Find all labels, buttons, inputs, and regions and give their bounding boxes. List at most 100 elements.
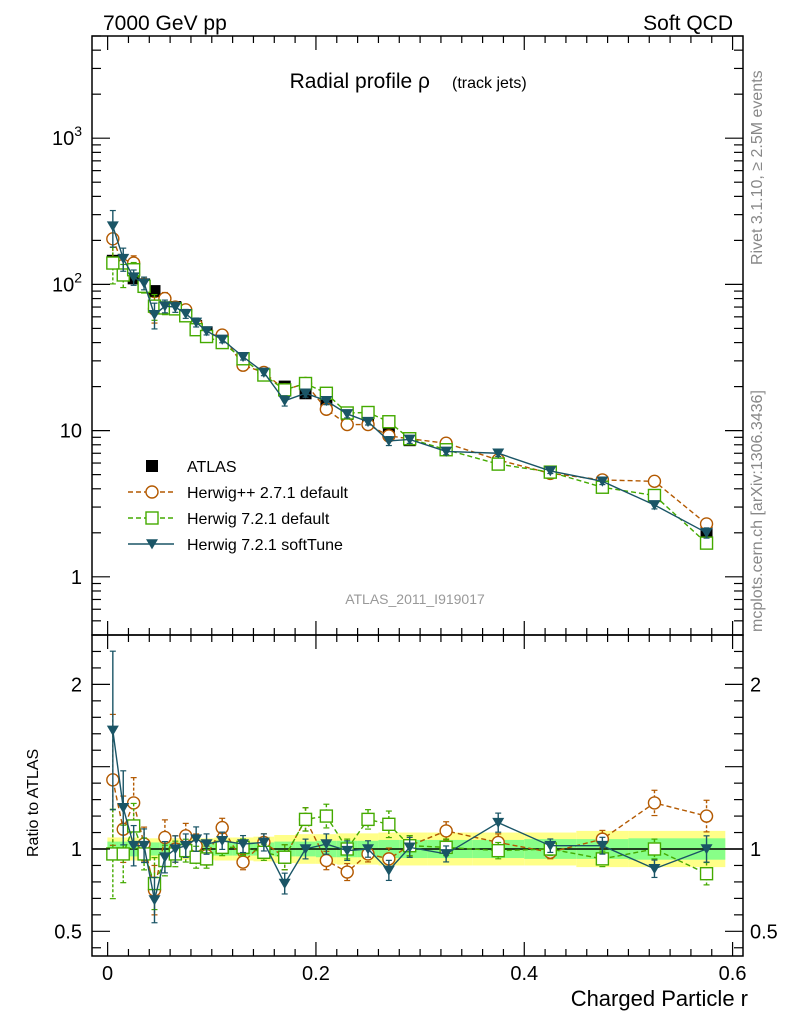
y-tick-label-exponent: 2 (74, 269, 82, 285)
legend-marker (145, 485, 159, 499)
ratio-point-series-2 (596, 840, 609, 852)
ratio-point-series-0 (699, 809, 714, 823)
data-point-series-3 (278, 395, 291, 407)
header-right-label: Soft QCD (643, 12, 733, 35)
ratio-point-series-2 (382, 865, 395, 876)
y-tick-label: 103 (52, 123, 82, 150)
legend-marker (145, 511, 159, 525)
legend: ATLAS Herwig++ 2.7.1 default Herwig 7.2.1 … (128, 459, 349, 554)
legend-entry-label: Herwig++ 2.7.1 default (187, 485, 349, 502)
data-point-series-2 (298, 376, 313, 391)
ratio-point-series-2 (278, 878, 291, 889)
ratio-point-series-2 (106, 725, 119, 736)
data-point-series-1 (340, 417, 354, 432)
ratio-point-series-2 (138, 840, 151, 852)
x-axis-label: Charged Particle r (571, 986, 748, 1011)
data-point-series-3 (200, 326, 213, 337)
data-point-series-3 (148, 309, 161, 321)
ratio-point-series-1 (116, 847, 130, 861)
ratio-point-series-1 (699, 866, 714, 881)
x-tick-label: 0.2 (302, 963, 330, 985)
ratio-point-series-2 (362, 844, 375, 855)
x-tick-label: 0.4 (510, 963, 538, 985)
ratio-y-tick-label: 2 (750, 674, 761, 696)
ratio-point-series-2 (216, 835, 229, 847)
ratio-frame (91, 634, 744, 957)
ratio-point-series-2 (200, 839, 213, 850)
legend-marker (146, 539, 158, 550)
y-tick-label: 1 (71, 567, 82, 589)
legend-entry-label: Herwig 7.2.1 default (187, 511, 330, 528)
ratio-y-tick-label: 0.5 (54, 921, 82, 943)
data-point-series-1 (647, 474, 662, 489)
rivet-version-label: Rivet 3.1.10, ≥ 2.5M events (749, 70, 766, 265)
mcplots-source-label: mcplots.cern.ch [arXiv:1306.3436] (749, 390, 766, 632)
ratio-y-tick-label: 0.5 (750, 921, 778, 943)
main-plot-panel: 1 10 102 103 (52, 35, 744, 956)
ratio-point-series-2 (341, 845, 354, 857)
ratio-y-tick-label: 1 (750, 839, 761, 861)
ratio-plot-panel: 0 0.2 0.4 0.60.5 0.51 12 2 (54, 634, 778, 985)
ratio-point-series-2 (648, 863, 661, 875)
ratio-point-series-2 (320, 839, 333, 850)
ratio-y-axis-label: Ratio to ATLAS (25, 749, 42, 857)
ratio-point-series-2 (190, 834, 203, 845)
ratio-point-series-2 (700, 844, 713, 855)
data-point-series-3 (544, 466, 557, 477)
ratio-point-series-2 (169, 844, 182, 855)
ratio-point-series-1 (382, 817, 396, 832)
ratio-point-series-1 (277, 850, 292, 864)
data-point-series-3 (127, 272, 140, 283)
data-point-series-3 (169, 302, 182, 313)
ratio-point-series-2 (117, 803, 130, 814)
data-point-series-3 (362, 416, 375, 428)
ratio-point-series-2 (158, 852, 171, 863)
ratio-point-series-1 (361, 812, 375, 827)
ratio-point-series-1 (491, 843, 505, 858)
y-tick-label: 102 (52, 269, 82, 296)
ratio-point-series-1 (319, 809, 334, 823)
ratio-point-series-2 (403, 842, 416, 853)
x-tick-label: 0 (102, 963, 113, 985)
ratio-point-series-0 (319, 853, 334, 868)
data-point-series-3 (299, 388, 312, 399)
ratio-point-series-2 (544, 840, 557, 852)
ratio-point-series-2 (179, 840, 192, 852)
ratio-point-series-2 (127, 840, 140, 852)
legend-marker (146, 460, 158, 472)
data-point-series-3 (648, 500, 661, 511)
ratio-point-series-0 (647, 796, 662, 810)
data-point-series-3 (158, 301, 171, 312)
data-point-series-2 (382, 415, 396, 429)
data-point-series-3 (492, 448, 505, 459)
data-point-series-3 (117, 253, 130, 265)
ratio-line-2 (112, 730, 707, 901)
data-point-series-3 (190, 317, 203, 328)
data-point-series-3 (179, 308, 192, 320)
legend-entry-label: Herwig 7.2.1 softTune (187, 537, 343, 554)
ratio-point-series-2 (492, 817, 505, 829)
data-point-series-3 (700, 528, 713, 539)
data-point-series-3 (440, 446, 453, 457)
ratio-point-series-2 (148, 895, 161, 906)
x-tick-label: 0.6 (719, 963, 747, 985)
ratio-point-series-1 (647, 842, 662, 856)
ratio-point-series-2 (299, 844, 312, 855)
y-tick-label-exponent: 3 (74, 123, 82, 139)
chart-title-suffix: (track jets) (452, 75, 527, 92)
chart-title-main: Radial profile ρ (290, 70, 430, 93)
ratio-point-series-2 (237, 839, 250, 850)
data-point-series-3 (596, 476, 609, 487)
data-point-series-2 (647, 488, 662, 503)
data-point-series-3 (237, 351, 250, 363)
chart-title: Radial profile ρ (290, 70, 430, 93)
legend-entry-label: ATLAS (187, 459, 237, 476)
y-tick-label: 10 (60, 421, 82, 443)
data-point-series-2 (491, 457, 505, 471)
ratio-y-tick-label: 1 (71, 839, 82, 861)
ratio-point-series-0 (439, 824, 453, 838)
data-point-series-3 (257, 367, 270, 378)
data-point-series-3 (216, 334, 229, 345)
data-point-series-3 (403, 434, 416, 445)
